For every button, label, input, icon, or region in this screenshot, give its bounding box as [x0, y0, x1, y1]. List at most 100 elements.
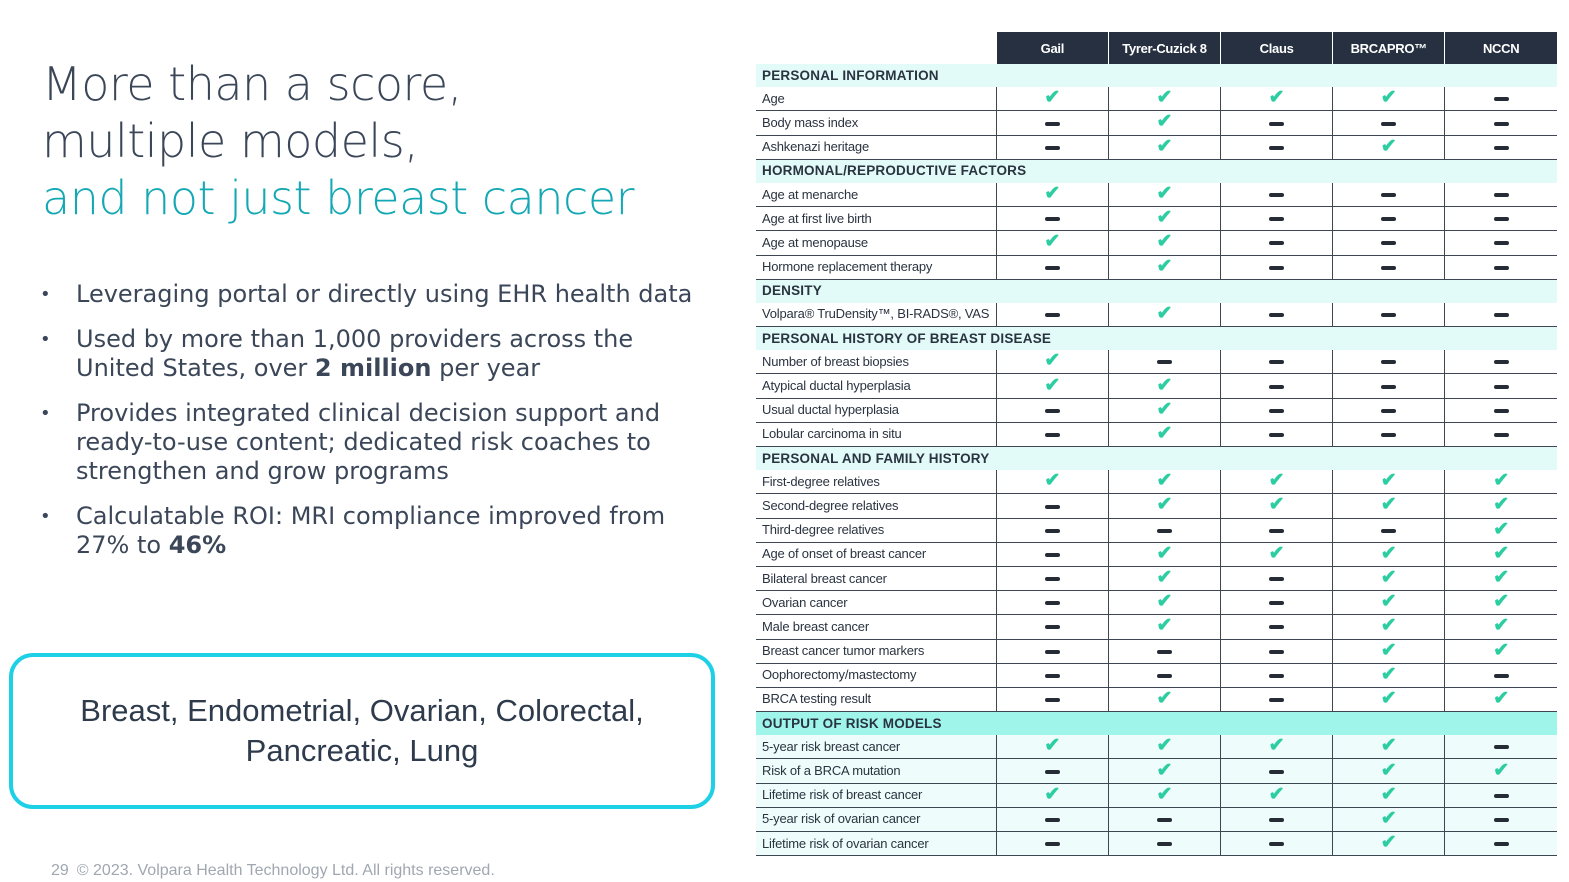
dash-icon [1493, 384, 1509, 389]
table-row: Body mass index ✔ [756, 110, 1557, 136]
model-cell: ✔ [1444, 758, 1557, 784]
dash-icon [1269, 432, 1285, 437]
check-icon: ✔ [1156, 470, 1173, 492]
row-label: Breast cancer tumor markers [756, 639, 997, 664]
column-header: NCCN [1444, 32, 1557, 64]
check-icon: ✔ [1380, 639, 1397, 661]
check-icon: ✔ [1156, 183, 1173, 205]
model-cell: ✔ [1107, 110, 1221, 136]
table-row: Ashkenazi heritage ✔ ✔ [756, 135, 1557, 160]
dash-icon [1269, 601, 1285, 606]
dash-icon [1269, 241, 1285, 246]
cancer-types-text: Breast, Endometrial, Ovarian, Colorectal… [80, 693, 644, 768]
model-cell: ✔ [995, 230, 1109, 256]
table-row: Atypical ductal hyperplasia ✔ ✔ [756, 373, 1557, 399]
dash-icon [1044, 769, 1060, 774]
row-label: Ashkenazi heritage [756, 135, 997, 160]
model-cell [995, 831, 1109, 857]
model-cell [1220, 614, 1333, 640]
model-cell: ✔ [1332, 87, 1445, 112]
model-cell: ✔ [1332, 566, 1445, 592]
model-cell: ✔ [995, 470, 1109, 495]
dash-icon [1044, 217, 1060, 222]
model-cell: ✔ [1107, 590, 1221, 616]
model-cell [1220, 135, 1333, 160]
model-cell: ✔ [1107, 422, 1221, 448]
model-cell: ✔ [1332, 783, 1445, 808]
check-icon: ✔ [1044, 350, 1061, 372]
dash-icon [1044, 601, 1060, 606]
dash-icon [1269, 313, 1285, 318]
model-cell [1220, 518, 1333, 543]
model-cell: ✔ [1107, 542, 1221, 567]
dash-icon [1269, 265, 1285, 270]
row-label: Lifetime risk of breast cancer [756, 783, 997, 808]
section-header-row: PERSONAL HISTORY OF BREAST DISEASE [756, 326, 1557, 351]
check-icon: ✔ [1493, 591, 1510, 613]
model-cell: ✔ [1444, 470, 1557, 495]
model-cell [995, 590, 1109, 616]
dash-icon [1044, 698, 1060, 703]
row-label: 5-year risk of ovarian cancer [756, 807, 997, 833]
check-icon: ✔ [1380, 687, 1397, 709]
dash-icon [1493, 842, 1509, 847]
dash-icon [1044, 408, 1060, 413]
section-title: OUTPUT OF RISK MODELS [756, 711, 1557, 736]
model-cell: ✔ [1444, 614, 1557, 640]
model-cell: ✔ [1107, 373, 1221, 399]
model-cell: ✔ [1444, 566, 1557, 592]
dash-icon [1044, 552, 1060, 557]
bullet-item: • Used by more than 1,000 providers acro… [40, 325, 700, 383]
model-cell [1332, 182, 1445, 208]
dash-icon [1381, 217, 1397, 222]
model-cell [1444, 135, 1557, 160]
check-icon: ✔ [1156, 783, 1173, 805]
table-row: Hormone replacement therapy ✔ [756, 255, 1557, 280]
table-row: Age at menopause ✔ ✔ [756, 230, 1557, 256]
bullet-list: • Leveraging portal or directly using EH… [40, 280, 700, 576]
dash-icon [1493, 432, 1509, 437]
bullet-dot-icon: • [40, 329, 51, 350]
model-cell [995, 518, 1109, 543]
model-cell: ✔ [1332, 470, 1445, 495]
table-row: Age at menarche ✔ ✔ [756, 182, 1557, 208]
check-icon: ✔ [1380, 591, 1397, 613]
model-cell: ✔ [1107, 135, 1221, 160]
model-cell [995, 255, 1109, 280]
model-cell [1220, 758, 1333, 784]
check-icon: ✔ [1380, 470, 1397, 492]
table-row: Bilateral breast cancer ✔ ✔ ✔ [756, 566, 1557, 592]
row-label: Atypical ductal hyperplasia [756, 373, 997, 399]
model-cell [1107, 831, 1221, 857]
model-cell [1220, 398, 1333, 423]
section-title: PERSONAL INFORMATION [756, 64, 1557, 88]
model-cell [995, 110, 1109, 136]
check-icon: ✔ [1380, 87, 1397, 109]
section-header-row: PERSONAL INFORMATION [756, 64, 1557, 88]
row-label: Bilateral breast cancer [756, 566, 997, 592]
row-label: Oophorectomy/mastectomy [756, 663, 997, 688]
model-cell [1444, 182, 1557, 208]
section-header-row: DENSITY [756, 279, 1557, 303]
check-icon: ✔ [1156, 111, 1173, 133]
model-cell [1332, 422, 1445, 448]
dash-icon [1269, 817, 1285, 822]
table-row: Male breast cancer ✔ ✔ ✔ [756, 614, 1557, 640]
model-cell [1332, 255, 1445, 280]
model-cell [1444, 373, 1557, 399]
check-icon: ✔ [1380, 567, 1397, 589]
dash-icon [1156, 528, 1172, 533]
check-icon: ✔ [1268, 470, 1285, 492]
row-label: Lobular carcinoma in situ [756, 422, 997, 448]
row-label: Lifetime risk of ovarian cancer [756, 831, 997, 857]
model-cell [995, 398, 1109, 423]
dash-icon [1381, 408, 1397, 413]
model-cell: ✔ [1107, 255, 1221, 280]
model-cell: ✔ [1107, 182, 1221, 208]
table-row: Ovarian cancer ✔ ✔ ✔ [756, 590, 1557, 616]
check-icon: ✔ [1380, 494, 1397, 516]
model-cell: ✔ [1107, 735, 1221, 760]
section-title: PERSONAL AND FAMILY HISTORY [756, 446, 1557, 471]
check-icon: ✔ [1156, 494, 1173, 516]
model-cell: ✔ [995, 373, 1109, 399]
